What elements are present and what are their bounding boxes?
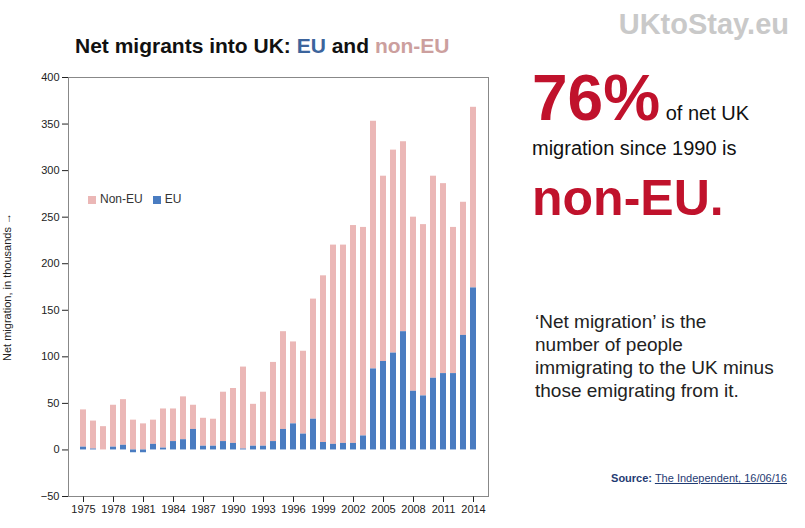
svg-text:300: 300 (41, 164, 59, 176)
svg-text:1987: 1987 (191, 503, 215, 515)
html-text:‘Net migration’ is the number: ‘Net migration’ is the number of people … (535, 311, 774, 401)
svg-text:2005: 2005 (371, 503, 395, 515)
html-text:76%: 76% (532, 62, 661, 134)
svg-text:2011: 2011 (432, 503, 456, 515)
svg-text:2014: 2014 (461, 503, 485, 515)
svg-text:0: 0 (53, 443, 59, 455)
svg-text:1981: 1981 (131, 503, 155, 515)
svg-text:350: 350 (41, 118, 59, 130)
html-text:of net UK migration since 1990: of net UK migration since 1990 is (532, 102, 749, 159)
svg-text:1996: 1996 (281, 503, 305, 515)
svg-text:100: 100 (41, 350, 59, 362)
svg-text:1999: 1999 (311, 503, 335, 515)
svg-text:2008: 2008 (401, 503, 425, 515)
svg-text:2002: 2002 (341, 503, 365, 515)
html-text:non-EU.: non-EU. (532, 170, 724, 226)
svg-text:Net migration, in thousands →: Net migration, in thousands → (1, 213, 13, 361)
svg-text:−50: −50 (41, 490, 60, 502)
svg-text:250: 250 (41, 211, 59, 223)
svg-text:400: 400 (41, 71, 59, 83)
html-text:Net migrants into UK: EU and n: Net migrants into UK: EU and non-EU (75, 34, 450, 57)
html-text:Non-EU: Non-EU (100, 192, 143, 206)
svg-text:1993: 1993 (251, 503, 275, 515)
html-text:EU: EU (164, 192, 182, 206)
svg-text:1984: 1984 (161, 503, 185, 515)
svg-text:1975: 1975 (71, 503, 95, 515)
html-text:UKtoStay.eu: UKtoStay.eu (618, 8, 789, 40)
svg-text:1978: 1978 (101, 503, 125, 515)
svg-text:200: 200 (41, 257, 59, 269)
html-text:Source: The Independent, 16/06: Source: The Independent, 16/06/16 (611, 472, 787, 484)
svg-text:150: 150 (41, 304, 59, 316)
svg-text:1990: 1990 (221, 503, 245, 515)
svg-text:50: 50 (47, 397, 59, 409)
